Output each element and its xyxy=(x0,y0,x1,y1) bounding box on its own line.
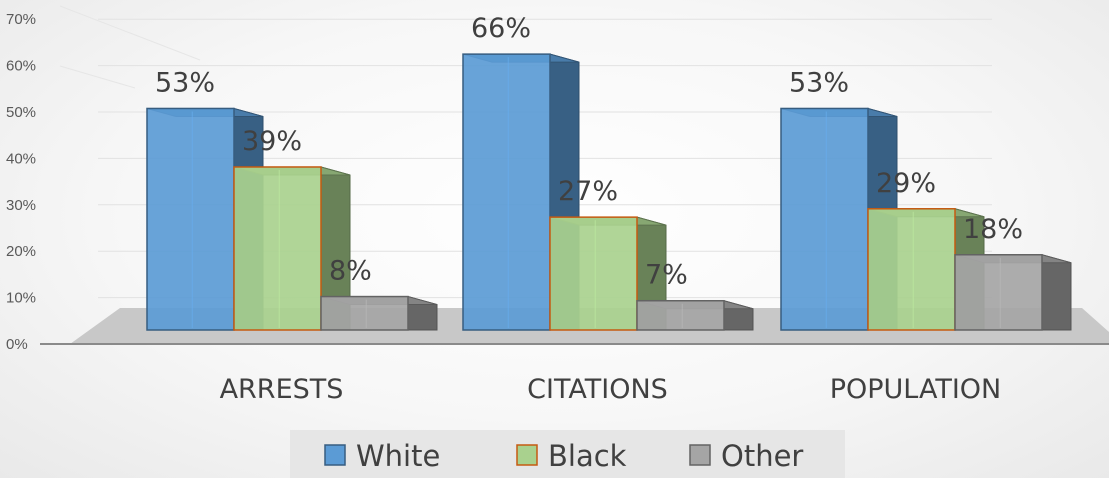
legend-swatch-white xyxy=(324,444,346,466)
legend-box xyxy=(290,430,845,478)
bar-front xyxy=(462,53,551,331)
bar-front xyxy=(636,299,725,331)
category-label: ARRESTS xyxy=(220,374,344,405)
bar-front xyxy=(867,208,956,331)
bar-front xyxy=(780,107,869,331)
bar-front xyxy=(233,166,322,331)
bar-other-citations xyxy=(636,299,754,331)
y-tick-label: 50% xyxy=(6,104,36,121)
legend-label: Black xyxy=(548,439,627,473)
data-label: 66% xyxy=(471,13,531,44)
y-tick-label: 10% xyxy=(6,290,36,307)
perspective-line xyxy=(59,5,201,61)
legend: White Black Other xyxy=(290,430,845,478)
legend-swatch-other xyxy=(689,444,711,466)
bar-side xyxy=(1041,254,1072,331)
data-label: 53% xyxy=(155,67,215,98)
bars xyxy=(146,53,1072,331)
data-labels: 53% 39% 8% 66% 27% 7% 53% 29% 18% xyxy=(155,13,1023,291)
y-tick-label: 70% xyxy=(6,11,36,28)
bar-front xyxy=(320,295,409,331)
y-axis: 0% 10% 20% 30% 40% 50% 60% 70% xyxy=(6,11,36,353)
bar-other-population xyxy=(954,254,1072,331)
data-label: 27% xyxy=(558,176,618,207)
bar-other-arrests xyxy=(320,295,438,331)
bar-front xyxy=(146,107,235,331)
bar-front xyxy=(549,216,638,331)
bar-front xyxy=(954,254,1043,331)
data-label: 39% xyxy=(242,126,302,157)
category-label: CITATIONS xyxy=(527,374,668,405)
y-tick-label: 0% xyxy=(6,336,28,353)
category-label: POPULATION xyxy=(830,374,1002,405)
y-tick-label: 20% xyxy=(6,243,36,260)
legend-label: White xyxy=(356,439,440,473)
data-label: 18% xyxy=(963,214,1023,245)
legend-label: Other xyxy=(721,439,803,473)
y-tick-label: 30% xyxy=(6,197,36,214)
y-tick-label: 40% xyxy=(6,150,36,167)
data-label: 8% xyxy=(329,256,372,287)
legend-swatch-black xyxy=(516,444,538,466)
y-tick-label: 60% xyxy=(6,58,36,75)
x-axis: ARRESTS CITATIONS POPULATION xyxy=(220,374,1002,405)
data-label: 53% xyxy=(789,67,849,98)
data-label: 29% xyxy=(876,168,936,199)
data-label: 7% xyxy=(645,260,688,291)
perspective-line xyxy=(59,65,136,89)
